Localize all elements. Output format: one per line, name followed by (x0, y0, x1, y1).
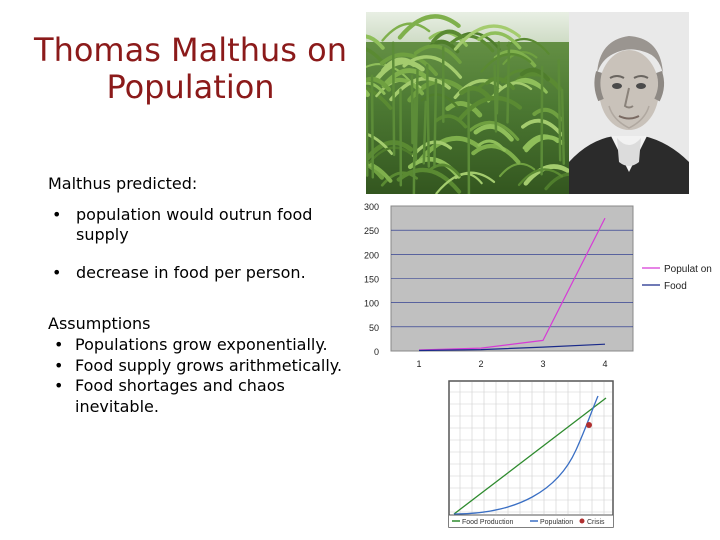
assumptions-block: Assumptions Populations grow exponential… (48, 314, 348, 418)
title-line-2: Population (106, 68, 275, 107)
series-line-food (418, 343, 606, 352)
chart2-frame (448, 380, 614, 528)
population-food-chart: 0 50 100 150 200 250 300 1 2 3 4 Populat on Food (340, 196, 720, 374)
series-line-population (418, 217, 606, 351)
y-tick-label: 200 (364, 250, 379, 260)
series-line-food-production (453, 397, 607, 515)
legend-label-crisis: Crisis (587, 519, 605, 526)
chart-legend: Populat on Food (642, 264, 712, 292)
legend-label-food-production: Food Production (462, 519, 513, 526)
crisis-chart: Food Production Population Crisis (448, 380, 614, 528)
prediction-list: population would outrun food supply decr… (52, 205, 352, 301)
prediction-item: decrease in food per person. (52, 263, 352, 283)
assumption-item: Populations grow exponentially. (48, 335, 348, 356)
y-tick-label: 300 (364, 202, 379, 212)
assumption-item: Food supply grows arithmetically. (48, 356, 348, 377)
assumption-item: Food shortages and chaos inevitable. (48, 376, 348, 418)
y-tick-label: 100 (364, 299, 379, 309)
x-tick-label: 2 (478, 359, 483, 369)
x-tick-label: 3 (540, 359, 545, 369)
x-tick-label: 1 (416, 359, 421, 369)
thomas-malthus-portrait (569, 12, 689, 194)
legend-swatch-crisis (579, 518, 585, 524)
chart2-legend: Food Production Population Crisis (452, 518, 605, 526)
y-tick-label: 150 (364, 275, 379, 285)
y-tick-label: 250 (364, 226, 379, 236)
x-tick-label: 4 (602, 359, 607, 369)
y-tick-label: 50 (369, 323, 379, 333)
slide-title: Thomas Malthus on Population (18, 31, 363, 107)
assumptions-list: Populations grow exponentially. Food sup… (48, 335, 348, 418)
y-tick-label: 0 (374, 347, 379, 357)
series-line-population-curve (453, 395, 599, 515)
crisis-marker (586, 422, 592, 428)
intro-text: Malthus predicted: (48, 174, 198, 193)
corn-field-photo (366, 12, 569, 194)
legend-label-food: Food (664, 281, 687, 292)
legend-label-population: Populat on (664, 264, 712, 275)
title-line-1: Thomas Malthus on (34, 31, 347, 69)
legend-label-population: Population (540, 519, 573, 526)
prediction-item: population would outrun food supply (52, 205, 352, 245)
assumptions-heading: Assumptions (48, 314, 151, 333)
